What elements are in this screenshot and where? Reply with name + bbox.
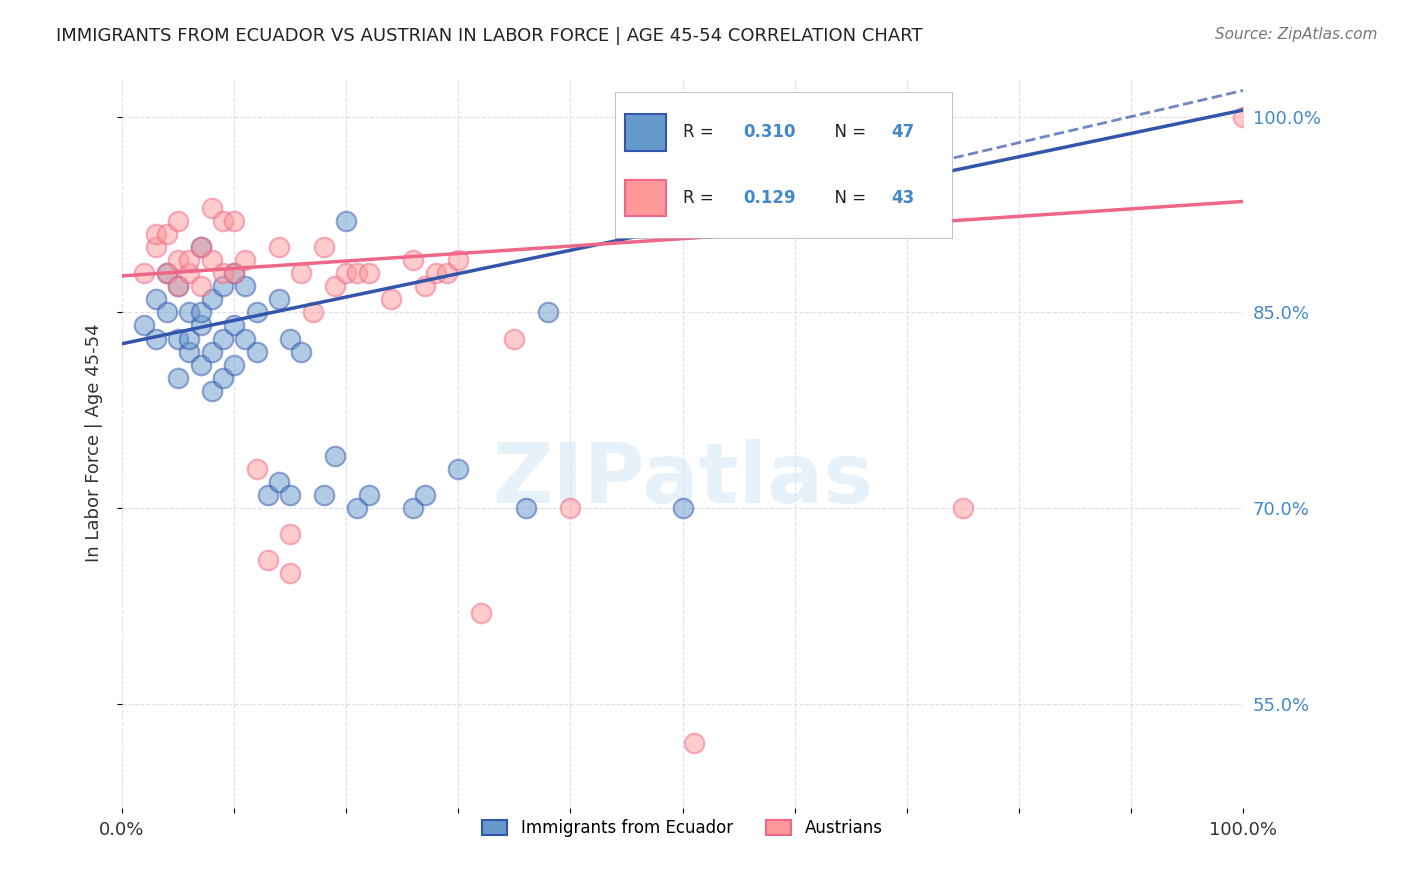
Immigrants from Ecuador <box>201 293 224 307</box>
Austrians <box>323 279 346 293</box>
Text: ZIPatlas: ZIPatlas <box>492 439 873 520</box>
Austrians <box>190 279 212 293</box>
Immigrants from Ecuador <box>245 344 267 359</box>
Austrians <box>560 501 582 516</box>
Immigrants from Ecuador <box>806 161 828 176</box>
Immigrants from Ecuador <box>167 279 190 293</box>
Immigrants from Ecuador <box>212 331 235 345</box>
Austrians <box>145 227 167 241</box>
Austrians <box>212 214 235 228</box>
Text: 100.0%: 100.0% <box>1209 822 1277 839</box>
Austrians <box>952 501 974 516</box>
Immigrants from Ecuador <box>201 344 224 359</box>
Immigrants from Ecuador <box>190 358 212 372</box>
Text: 0.0%: 0.0% <box>100 822 145 839</box>
Immigrants from Ecuador <box>839 110 862 124</box>
Austrians <box>167 253 190 268</box>
Austrians <box>201 201 224 215</box>
Austrians <box>179 253 201 268</box>
Austrians <box>425 266 447 280</box>
Austrians <box>156 227 179 241</box>
Austrians <box>447 253 470 268</box>
Austrians <box>346 266 368 280</box>
Austrians <box>167 279 190 293</box>
Immigrants from Ecuador <box>278 488 301 502</box>
Austrians <box>134 266 156 280</box>
Immigrants from Ecuador <box>212 279 235 293</box>
Immigrants from Ecuador <box>156 266 179 280</box>
Immigrants from Ecuador <box>167 370 190 384</box>
Austrians <box>256 553 278 567</box>
Immigrants from Ecuador <box>290 344 312 359</box>
Austrians <box>278 527 301 541</box>
Immigrants from Ecuador <box>312 488 335 502</box>
Immigrants from Ecuador <box>447 462 470 476</box>
Immigrants from Ecuador <box>201 384 224 398</box>
Austrians <box>190 240 212 254</box>
Austrians <box>245 462 267 476</box>
Immigrants from Ecuador <box>224 318 246 333</box>
Immigrants from Ecuador <box>323 449 346 463</box>
Austrians <box>503 331 526 345</box>
Immigrants from Ecuador <box>235 331 257 345</box>
Immigrants from Ecuador <box>671 501 693 516</box>
Immigrants from Ecuador <box>224 266 246 280</box>
Austrians <box>224 214 246 228</box>
Immigrants from Ecuador <box>335 214 357 228</box>
Austrians <box>290 266 312 280</box>
Austrians <box>413 279 436 293</box>
Austrians <box>301 305 323 319</box>
Immigrants from Ecuador <box>134 318 156 333</box>
Austrians <box>335 266 357 280</box>
Immigrants from Ecuador <box>190 305 212 319</box>
Austrians <box>1232 110 1254 124</box>
Austrians <box>278 566 301 581</box>
Austrians <box>470 606 492 620</box>
Immigrants from Ecuador <box>190 318 212 333</box>
Immigrants from Ecuador <box>179 331 201 345</box>
Immigrants from Ecuador <box>256 488 278 502</box>
Immigrants from Ecuador <box>537 305 560 319</box>
Austrians <box>167 214 190 228</box>
Text: IMMIGRANTS FROM ECUADOR VS AUSTRIAN IN LABOR FORCE | AGE 45-54 CORRELATION CHART: IMMIGRANTS FROM ECUADOR VS AUSTRIAN IN L… <box>56 27 922 45</box>
Austrians <box>179 266 201 280</box>
Immigrants from Ecuador <box>413 488 436 502</box>
Legend: Immigrants from Ecuador, Austrians: Immigrants from Ecuador, Austrians <box>475 813 889 844</box>
Immigrants from Ecuador <box>346 501 368 516</box>
Austrians <box>145 240 167 254</box>
Text: Source: ZipAtlas.com: Source: ZipAtlas.com <box>1215 27 1378 42</box>
Immigrants from Ecuador <box>245 305 267 319</box>
Austrians <box>380 293 402 307</box>
Immigrants from Ecuador <box>145 331 167 345</box>
Austrians <box>235 253 257 268</box>
Austrians <box>436 266 458 280</box>
Austrians <box>212 266 235 280</box>
Austrians <box>357 266 380 280</box>
Austrians <box>682 736 704 750</box>
Immigrants from Ecuador <box>224 358 246 372</box>
Immigrants from Ecuador <box>267 475 290 489</box>
Immigrants from Ecuador <box>278 331 301 345</box>
Immigrants from Ecuador <box>156 305 179 319</box>
Immigrants from Ecuador <box>145 293 167 307</box>
Immigrants from Ecuador <box>515 501 537 516</box>
Austrians <box>224 266 246 280</box>
Austrians <box>156 266 179 280</box>
Austrians <box>402 253 425 268</box>
Austrians <box>312 240 335 254</box>
Austrians <box>201 253 224 268</box>
Immigrants from Ecuador <box>167 331 190 345</box>
Austrians <box>267 240 290 254</box>
Immigrants from Ecuador <box>212 370 235 384</box>
Immigrants from Ecuador <box>235 279 257 293</box>
Immigrants from Ecuador <box>267 293 290 307</box>
Immigrants from Ecuador <box>402 501 425 516</box>
Y-axis label: In Labor Force | Age 45-54: In Labor Force | Age 45-54 <box>86 324 103 562</box>
Immigrants from Ecuador <box>179 305 201 319</box>
Immigrants from Ecuador <box>179 344 201 359</box>
Immigrants from Ecuador <box>190 240 212 254</box>
Immigrants from Ecuador <box>357 488 380 502</box>
